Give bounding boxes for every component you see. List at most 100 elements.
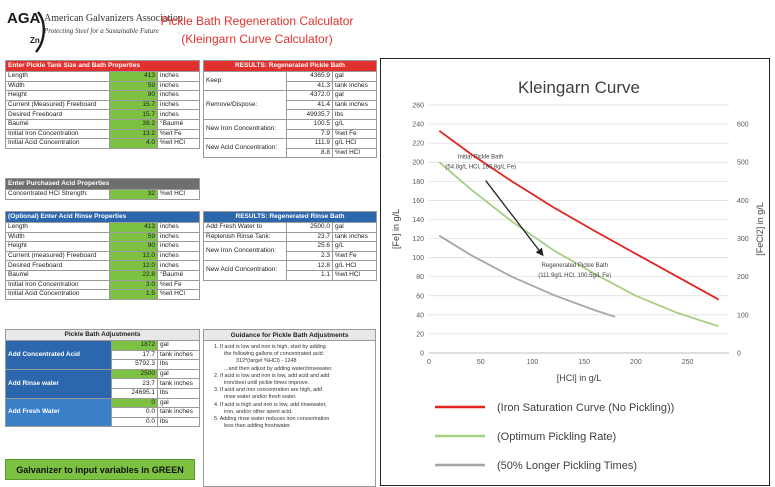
unit: gal [331,71,378,82]
input-value[interactable]: 1.5 [109,289,158,300]
unit: g/L HCl [331,138,378,149]
input-value[interactable]: 13.2 [109,128,158,140]
legend-label-3: (50% Longer Pickling Times) [497,460,637,472]
input-row: Initial Acid Concentration 1.5 %wt HCl [5,289,200,300]
y-tick-label: 200 [412,160,424,167]
app-subtitle: (Kleingarn Curve Calculator) [181,32,333,46]
kleingarn-chart-panel: Kleingarn Curve 0 20 40 60 80 100 120 140 160 180 2… [380,58,770,486]
unit: tank inches [156,407,201,418]
unit: gal [156,340,201,351]
row-unit: %wt Fe [157,279,200,291]
unit: %wt Fe [331,128,378,140]
guidance-line: ...and then adjust by adding water/rinse… [224,365,333,372]
input-value[interactable]: 90 [109,241,158,252]
unit: %wt HCl [331,269,378,281]
y-tick-label: 80 [416,274,424,281]
logo-name: American Galvanizers Association [44,13,183,24]
keep-gal: 4365.9 [286,71,333,82]
unit: %wt Fe [331,250,378,262]
input-value[interactable]: 12.0 [109,260,158,271]
add-water-label-2: Replenish Rinse Tank: [203,231,287,243]
input-row: Width 59 inches [5,231,200,243]
green-input-note: Galvanizer to input variables in GREEN [5,459,195,480]
row-unit: inches [157,250,200,262]
guidance-line: less than adding freshwater. [224,423,292,430]
row-unit: °Baumé [157,269,200,281]
input-row: Initial Iron Concentration 13.2 %wt Fe [5,128,201,140]
rinse-gal: 2500 [111,368,158,380]
input-value[interactable]: 413 [109,71,158,82]
row-unit: inches [157,231,200,243]
remove-lbs: 49935.7 [286,109,333,120]
kleingarn-chart: Kleingarn Curve 0 20 40 60 80 100 120 140 160 180 2… [391,78,765,472]
input-value[interactable]: 12.0 [109,250,158,262]
annotation-initial-1: Initial Pickle Bath [458,155,504,161]
fresh-gal: 0 [111,397,158,409]
input-value[interactable]: 4.0 [109,138,158,149]
unit: lbs [156,416,201,428]
input-row: Length 413 inches [5,71,201,82]
x-tick-label: 100 [527,359,539,366]
input-value[interactable]: 3.0 [109,279,158,291]
y-tick-label: 0 [420,351,424,358]
add-rinse-water-label: Add Rinse water [5,368,112,399]
y-tick-label: 140 [412,217,424,224]
app-title-block: Pickle Bath Regeneration Calculator (Kle… [152,12,362,48]
guidance-line: 4. If acid is high and iron is low, add … [214,401,327,408]
input-row: Desired Freeboard 12.0 inches [5,260,200,271]
x-tick-label: 150 [578,359,590,366]
unit: tank inches [331,231,378,243]
input-value[interactable]: 15.7 [109,109,158,120]
input-row: Length 413 inches [5,222,200,233]
y2-tick-label: 500 [737,160,749,167]
unit: gal [156,397,201,409]
input-row: Concentrated HCl Strength: 32 %wt HCl [5,189,200,200]
rinse-acid-gl: 12.8 [286,260,333,271]
new-iron-wt: 7.9 [286,128,333,140]
row-label: Desired Freeboard [5,260,110,271]
adjustments-table: Pickle Bath Adjustments Add Concentrated… [4,329,201,428]
y2-tick-label: 600 [737,122,749,129]
keep-label: Keep: [203,70,287,92]
input-row: Height 90 inches [5,241,200,252]
input-value[interactable]: 15.7 [109,99,158,111]
rinse-iron-wt: 2.3 [286,250,333,262]
annotation-regen-1: Regenerated Pickle Bath [542,263,608,269]
guidance-line: 312*(target %HCl) - 1248 [236,358,297,365]
guidance-line: iron, and/or other spent acid. [224,408,293,415]
y-axis-label: [Fe] in g/L [391,209,401,249]
x-tick-label: 50 [477,359,485,366]
y-tick-label: 180 [412,179,424,186]
unit: tank inches [156,349,201,361]
row-unit: inches [157,222,200,233]
rinse-properties-table: (Optional) Enter Acid Rinse Properties L… [5,211,200,300]
y2-tick-label: 300 [737,236,749,243]
row-label: Width [5,231,110,243]
guidance-line: 1. If acid is low and iron is high, star… [214,344,326,350]
row-label: Initial Iron Concentration [5,128,110,140]
x-tick-label: 0 [427,359,431,366]
row-label: Initial Acid Concentration [5,289,110,300]
conc-lbs: 5792.3 [111,359,158,370]
unit: g/L [331,241,378,252]
input-value[interactable]: 39.2 [109,118,158,130]
row-unit: %wt Fe [156,128,201,140]
add-water-gal: 2500.0 [286,222,333,233]
input-value[interactable]: 90 [109,90,158,101]
row-unit: inches [156,71,201,82]
row-label: Current (Measured) Freeboard [5,99,110,111]
input-value[interactable]: 59 [109,231,158,243]
y2-tick-label: 0 [737,351,741,358]
fresh-inches: 0.0 [111,407,158,418]
input-value[interactable]: 22.8 [109,269,158,281]
row-label: Concentrated HCl Strength: [5,189,110,200]
add-concentrated-acid-label: Add Concentrated Acid [5,340,112,370]
input-value[interactable]: 413 [109,222,158,233]
remove-gal: 4372.0 [286,90,333,101]
input-value[interactable]: 32 [109,189,158,200]
input-row: Width 59 inches [5,80,201,92]
input-value[interactable]: 59 [109,80,158,92]
guidance-line: 3. If acid and iron concentration are hi… [214,387,323,394]
logo-tagline: Protecting Steel for a Sustainable Futur… [44,27,159,35]
regeneration-arrow [485,180,544,257]
